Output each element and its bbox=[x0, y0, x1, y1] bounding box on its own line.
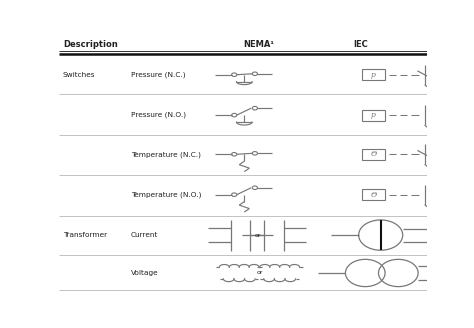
Text: Transformer: Transformer bbox=[63, 232, 107, 238]
Text: Description: Description bbox=[63, 40, 118, 49]
Text: Temperature (N.O.): Temperature (N.O.) bbox=[131, 192, 201, 198]
Bar bbox=[362, 149, 384, 160]
Bar bbox=[362, 69, 384, 80]
Text: IEC: IEC bbox=[353, 40, 368, 49]
Text: Current: Current bbox=[131, 232, 158, 238]
Text: Temperature (N.C.): Temperature (N.C.) bbox=[131, 151, 201, 157]
Text: Pressure (N.O.): Pressure (N.O.) bbox=[131, 112, 186, 118]
Text: p: p bbox=[371, 111, 376, 119]
Text: Switches: Switches bbox=[63, 72, 95, 78]
Bar bbox=[362, 189, 384, 200]
Text: Pressure (N.C.): Pressure (N.C.) bbox=[131, 72, 185, 78]
Bar bbox=[362, 110, 384, 121]
Text: Voltage: Voltage bbox=[131, 270, 158, 276]
Text: p: p bbox=[371, 71, 376, 79]
Text: or: or bbox=[256, 271, 263, 276]
Text: Θ: Θ bbox=[370, 191, 376, 199]
Text: or: or bbox=[255, 233, 262, 237]
Text: Θ: Θ bbox=[370, 150, 376, 158]
Text: NEMA¹: NEMA¹ bbox=[243, 40, 274, 49]
